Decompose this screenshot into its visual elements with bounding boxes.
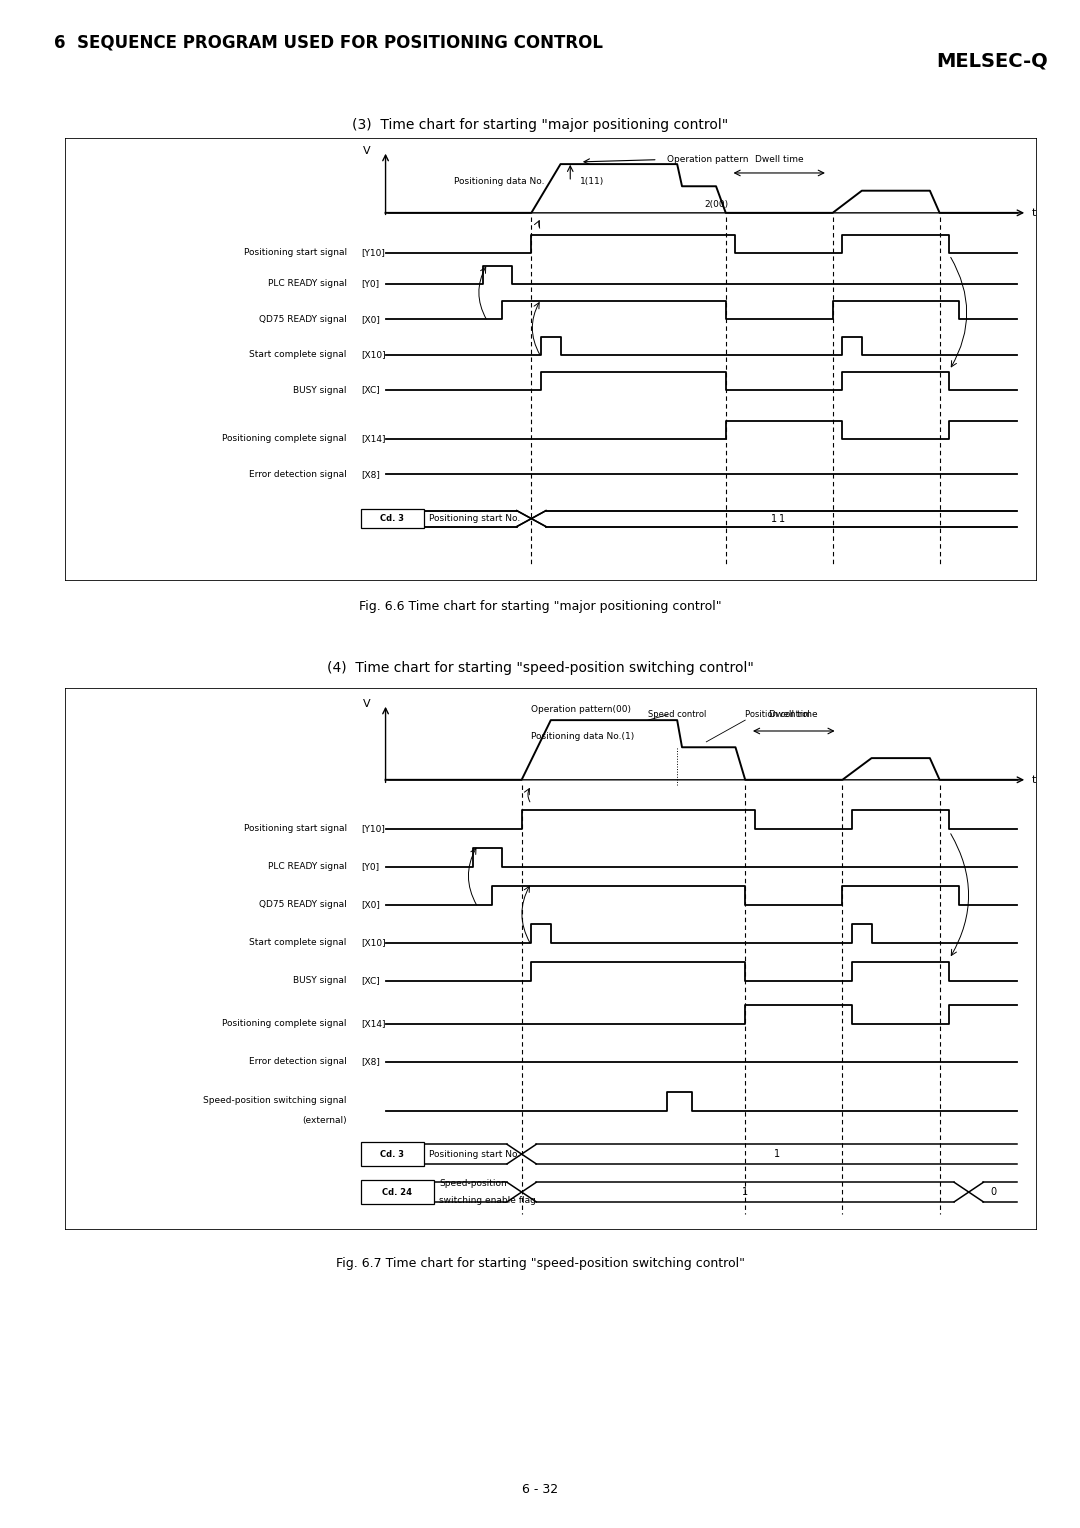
Text: QD75 READY signal: QD75 READY signal [259, 900, 347, 909]
Text: Position control: Position control [745, 711, 810, 720]
Text: Positioning complete signal: Positioning complete signal [222, 1019, 347, 1028]
Text: Cd. 3: Cd. 3 [380, 1149, 404, 1158]
Text: [X8]: [X8] [362, 469, 380, 478]
Text: PLC READY signal: PLC READY signal [268, 280, 347, 289]
Text: [Y0]: [Y0] [362, 280, 379, 289]
Text: [Y10]: [Y10] [362, 248, 386, 257]
Text: PLC READY signal: PLC READY signal [268, 862, 347, 871]
Text: BUSY signal: BUSY signal [293, 385, 347, 394]
Text: 1: 1 [771, 513, 778, 524]
Text: t: t [1032, 208, 1037, 219]
Bar [362, 1180, 434, 1204]
Text: Dwell time: Dwell time [755, 156, 804, 163]
Text: [XC]: [XC] [362, 385, 380, 394]
Text: Positioning data No.: Positioning data No. [454, 177, 544, 186]
Text: Dwell time: Dwell time [769, 711, 819, 720]
Text: switching enable flag: switching enable flag [438, 1196, 536, 1204]
Text: Cd. 24: Cd. 24 [382, 1187, 413, 1196]
Text: [Y10]: [Y10] [362, 824, 386, 833]
Text: 1: 1 [773, 1149, 780, 1160]
Bar [362, 509, 424, 529]
Text: Error detection signal: Error detection signal [248, 1057, 347, 1067]
Text: Start complete signal: Start complete signal [249, 350, 347, 359]
Text: Positioning data No.(1): Positioning data No.(1) [531, 732, 635, 741]
Text: Positioning start No.: Positioning start No. [430, 1149, 521, 1158]
Text: Positioning complete signal: Positioning complete signal [222, 434, 347, 443]
Text: QD75 READY signal: QD75 READY signal [259, 315, 347, 324]
Text: Operation pattern(00): Operation pattern(00) [531, 704, 632, 714]
Text: [X8]: [X8] [362, 1057, 380, 1067]
Text: [Y0]: [Y0] [362, 862, 379, 871]
Text: Fig. 6.6 Time chart for starting "major positioning control": Fig. 6.6 Time chart for starting "major … [359, 601, 721, 613]
Text: V: V [363, 698, 372, 709]
Text: [X10]: [X10] [362, 350, 386, 359]
Text: Operation pattern: Operation pattern [667, 156, 748, 163]
Text: (4)  Time chart for starting "speed-position switching control": (4) Time chart for starting "speed-posit… [326, 660, 754, 675]
Bar [362, 1141, 424, 1166]
Text: [X0]: [X0] [362, 315, 380, 324]
Text: 6  SEQUENCE PROGRAM USED FOR POSITIONING CONTROL: 6 SEQUENCE PROGRAM USED FOR POSITIONING … [54, 34, 603, 52]
Text: Error detection signal: Error detection signal [248, 469, 347, 478]
Text: 2(00): 2(00) [704, 200, 728, 208]
Text: 0: 0 [990, 1187, 996, 1196]
Text: 1: 1 [742, 1187, 748, 1196]
Text: Speed control: Speed control [648, 711, 706, 720]
Text: [X14]: [X14] [362, 434, 386, 443]
Text: [X14]: [X14] [362, 1019, 386, 1028]
Text: [X0]: [X0] [362, 900, 380, 909]
Text: Positioning start No.: Positioning start No. [430, 513, 521, 523]
Text: Fig. 6.7 Time chart for starting "speed-position switching control": Fig. 6.7 Time chart for starting "speed-… [336, 1258, 744, 1270]
Text: V: V [363, 145, 372, 156]
Text: (3)  Time chart for starting "major positioning control": (3) Time chart for starting "major posit… [352, 118, 728, 133]
Text: Positioning start signal: Positioning start signal [244, 824, 347, 833]
Text: 1: 1 [779, 513, 785, 524]
Text: (external): (external) [302, 1115, 347, 1125]
Text: Speed-position switching signal: Speed-position switching signal [203, 1097, 347, 1105]
Text: Start complete signal: Start complete signal [249, 938, 347, 947]
Text: Positioning start signal: Positioning start signal [244, 248, 347, 257]
Text: t: t [1032, 775, 1037, 785]
Text: 6 - 32: 6 - 32 [522, 1484, 558, 1496]
Text: MELSEC-Q: MELSEC-Q [936, 52, 1048, 70]
Text: BUSY signal: BUSY signal [293, 976, 347, 986]
Text: [X10]: [X10] [362, 938, 386, 947]
Text: [XC]: [XC] [362, 976, 380, 986]
Text: 1(11): 1(11) [580, 177, 604, 186]
Text: Cd. 3: Cd. 3 [380, 513, 404, 523]
Text: Speed-position: Speed-position [438, 1180, 507, 1189]
